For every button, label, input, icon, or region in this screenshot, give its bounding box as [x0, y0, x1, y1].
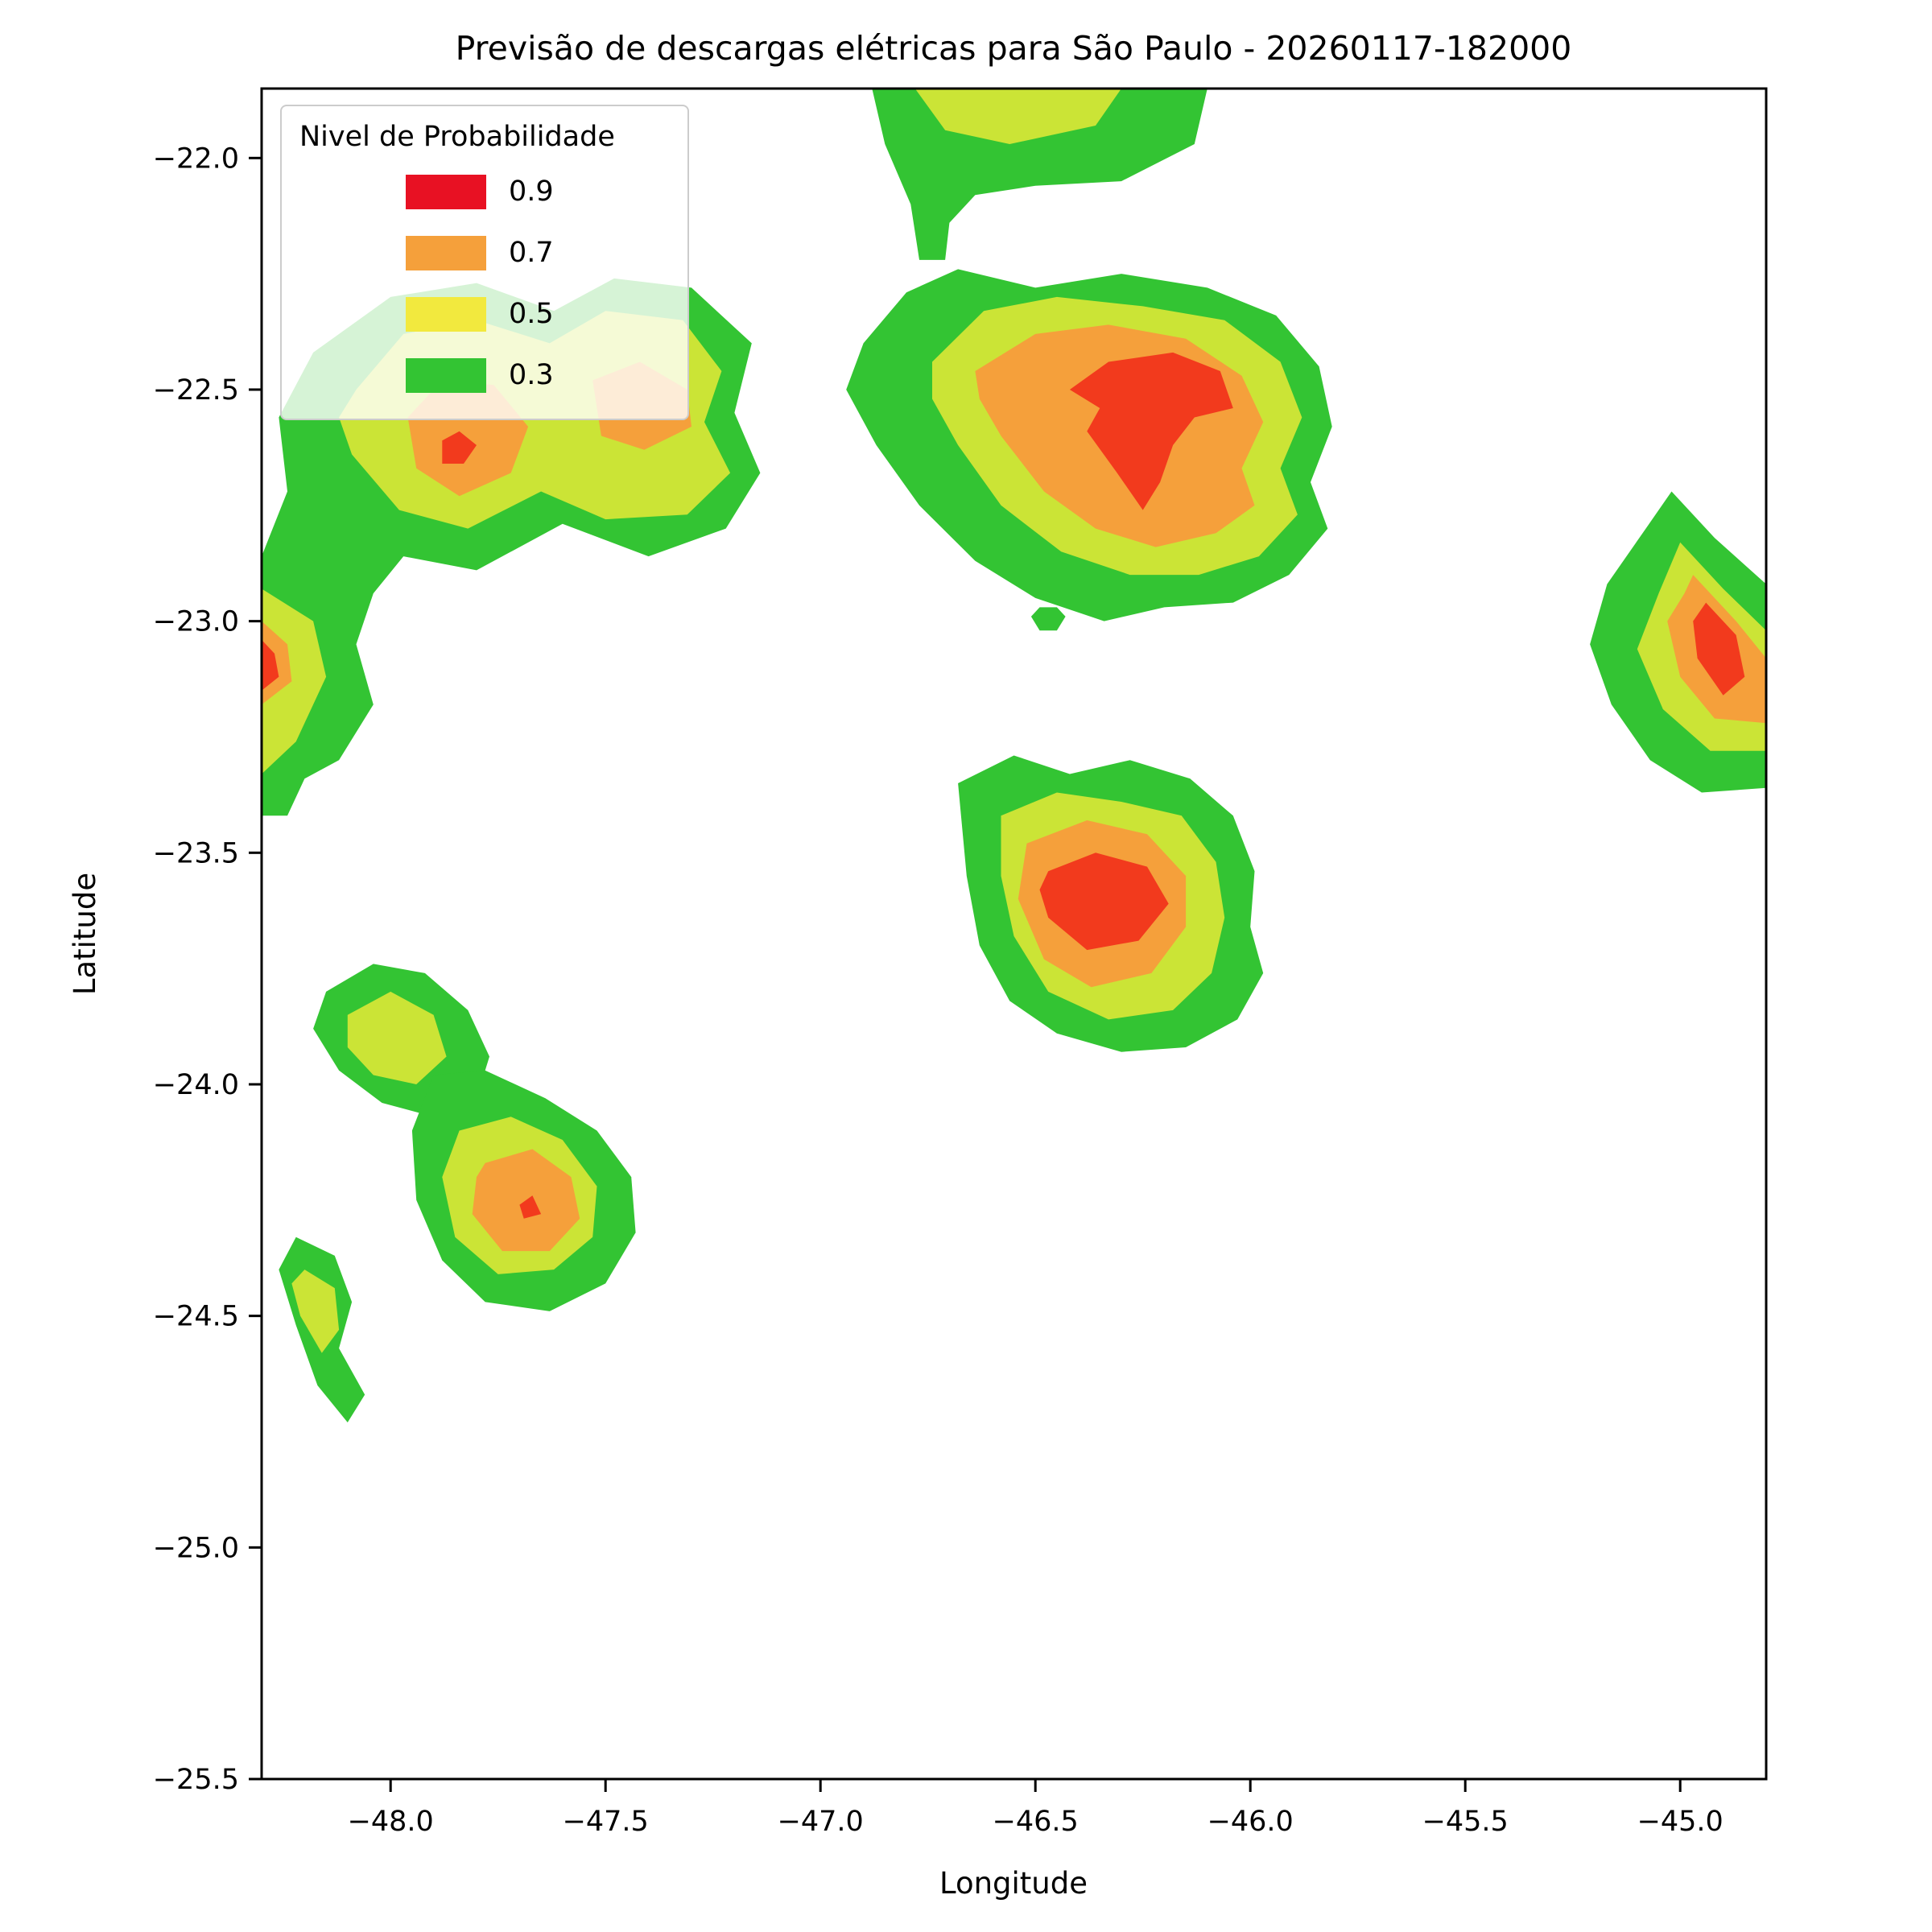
- legend-swatch-orange: [406, 235, 486, 270]
- y-tick-label: −22.5: [153, 374, 239, 407]
- x-tick-label: −45.0: [1637, 1806, 1724, 1838]
- contour-southwest-lower-high: [472, 1149, 580, 1252]
- legend-entry: 0.7: [298, 222, 671, 283]
- ticks-layer: −48.0 −47.5 −47.0 −46.5 −46.0 −45.5 −45.0 −22.0…: [153, 142, 1724, 1838]
- legend-entry: 0.5: [298, 283, 671, 345]
- y-tick-label: −24.5: [153, 1301, 239, 1333]
- y-tick-label: −23.5: [153, 837, 239, 869]
- legend-title: Nivel de Probabilidade: [299, 121, 615, 153]
- legend-entry-label: 0.5: [509, 298, 554, 330]
- y-axis-label: Latitude: [68, 873, 102, 995]
- legend-swatch-yellow: [406, 296, 486, 332]
- contour-southwest-lower-peak: [519, 1195, 542, 1219]
- contour-northwest-peak: [442, 431, 477, 464]
- legend-swatch-green: [406, 357, 486, 393]
- legend-swatch-red: [406, 174, 486, 209]
- y-tick-label: −23.0: [153, 606, 239, 638]
- y-tick-label: −25.5: [153, 1764, 239, 1796]
- contour-central-south-peak: [1039, 852, 1169, 951]
- plot-border: [260, 87, 1768, 1781]
- y-tick-label: −25.0: [153, 1532, 239, 1564]
- x-axis-label: Longitude: [939, 1866, 1088, 1901]
- contour-southwest-upper-mid: [347, 991, 447, 1084]
- x-tick-label: −47.5: [563, 1806, 649, 1838]
- contour-top-center-mid: [914, 89, 1121, 144]
- legend-entry: 0.3: [298, 345, 671, 406]
- legend: Nivel de Probabilidade 0.9 0.7 0.5 0.3: [280, 105, 689, 420]
- x-tick-label: −46.0: [1208, 1806, 1294, 1838]
- contour-central-small-dot: [1030, 607, 1066, 631]
- legend-entry-label: 0.7: [509, 237, 554, 269]
- x-tick-label: −46.5: [993, 1806, 1079, 1838]
- x-tick-label: −45.5: [1422, 1806, 1509, 1838]
- contour-east-edge-peak: [1693, 602, 1745, 696]
- x-tick-label: −47.0: [778, 1806, 864, 1838]
- legend-entry-label: 0.3: [509, 359, 554, 391]
- contour-west-edge-mid: [262, 588, 327, 774]
- y-tick-label: −24.0: [153, 1069, 239, 1101]
- contour-far-southwest-mid: [291, 1269, 340, 1353]
- legend-entry-label: 0.9: [509, 175, 554, 208]
- legend-entry: 0.9: [298, 161, 671, 222]
- y-tick-label: −22.0: [153, 142, 239, 175]
- chart-title: Previsão de descargas elétricas para São…: [456, 29, 1572, 68]
- contour-central-major-peak: [1069, 352, 1233, 510]
- x-tick-label: −48.0: [348, 1806, 434, 1838]
- contour-west-edge-peak: [262, 639, 279, 691]
